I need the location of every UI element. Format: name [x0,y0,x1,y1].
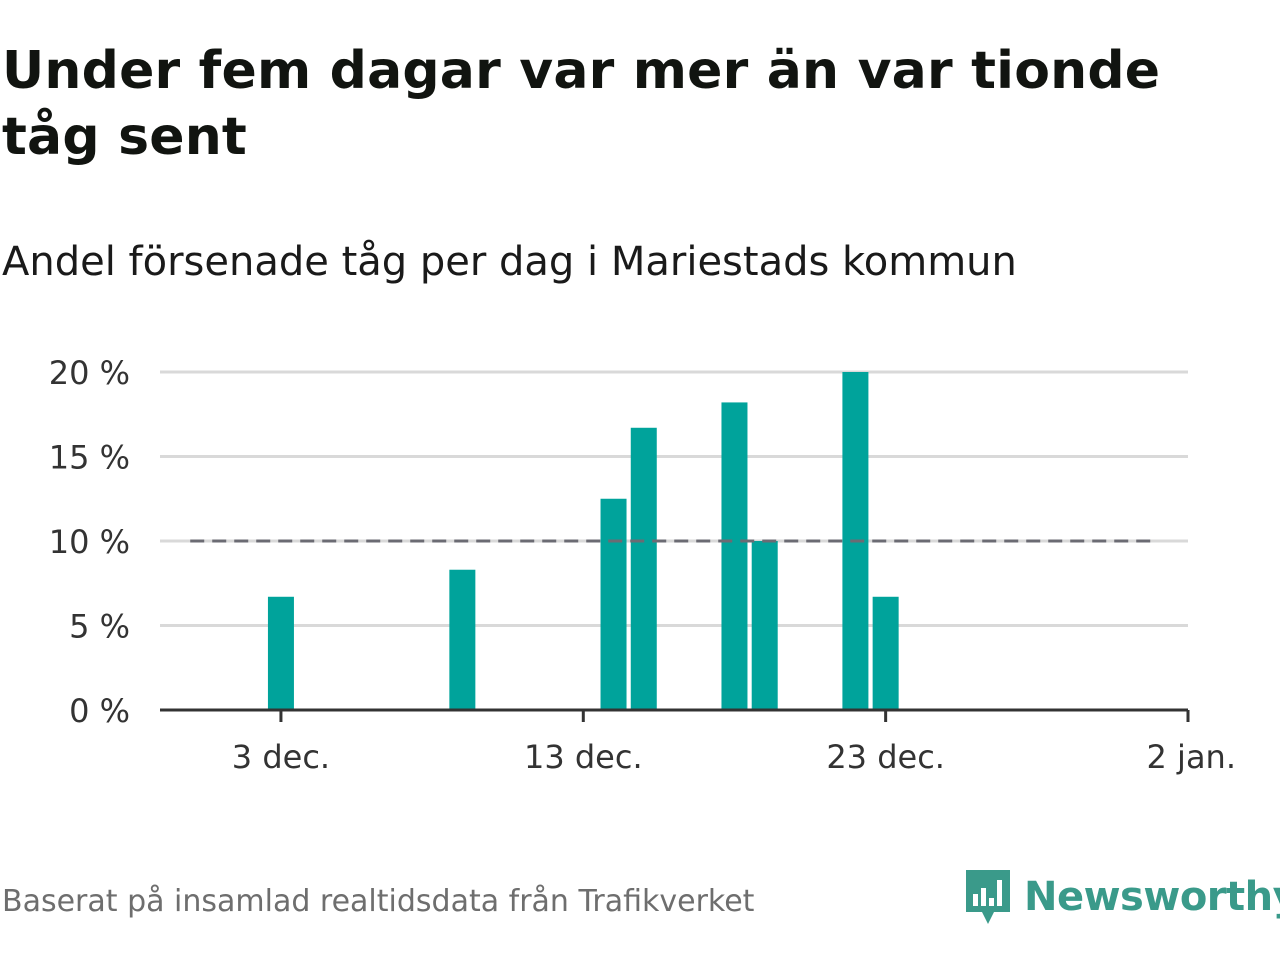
y-tick-label: 10 % [49,523,130,561]
x-tick-label: 3 dec. [232,738,330,776]
newsworthy-logo-icon [966,870,1010,924]
bar [267,596,294,710]
chart-title: Under fem dagar var mer än var tionde tå… [2,41,1161,167]
bar [721,402,748,710]
bar [600,498,627,710]
bar [751,541,778,710]
axes [160,708,1190,722]
y-tick-labels: 0 % 5 % 10 % 15 % 20 % [49,354,130,730]
brand-logo[interactable]: Newsworthy [962,862,1280,932]
bar [449,569,476,710]
source-note: Baserat på insamlad realtidsdata från Tr… [2,884,755,919]
bar [630,427,657,710]
gridlines [160,370,1188,627]
x-tick-labels: 3 dec. 13 dec. 23 dec. 2 jan. [232,738,1236,776]
x-tick-label: 13 dec. [524,738,643,776]
x-tick-label: 23 dec. [826,738,945,776]
bar [872,596,899,710]
y-tick-label: 15 % [49,439,130,477]
chart-subtitle: Andel försenade tåg per dag i Mariestads… [2,239,1017,285]
brand-name: Newsworthy [1024,874,1280,920]
y-tick-label: 20 % [49,354,130,392]
bar-chart: 0 % 5 % 10 % 15 % 20 % 3 dec. 13 dec. 23 dec. 2… [49,354,1236,776]
y-tick-label: 0 % [69,692,130,730]
x-tick-label: 2 jan. [1147,738,1236,776]
y-tick-label: 5 % [69,608,130,646]
